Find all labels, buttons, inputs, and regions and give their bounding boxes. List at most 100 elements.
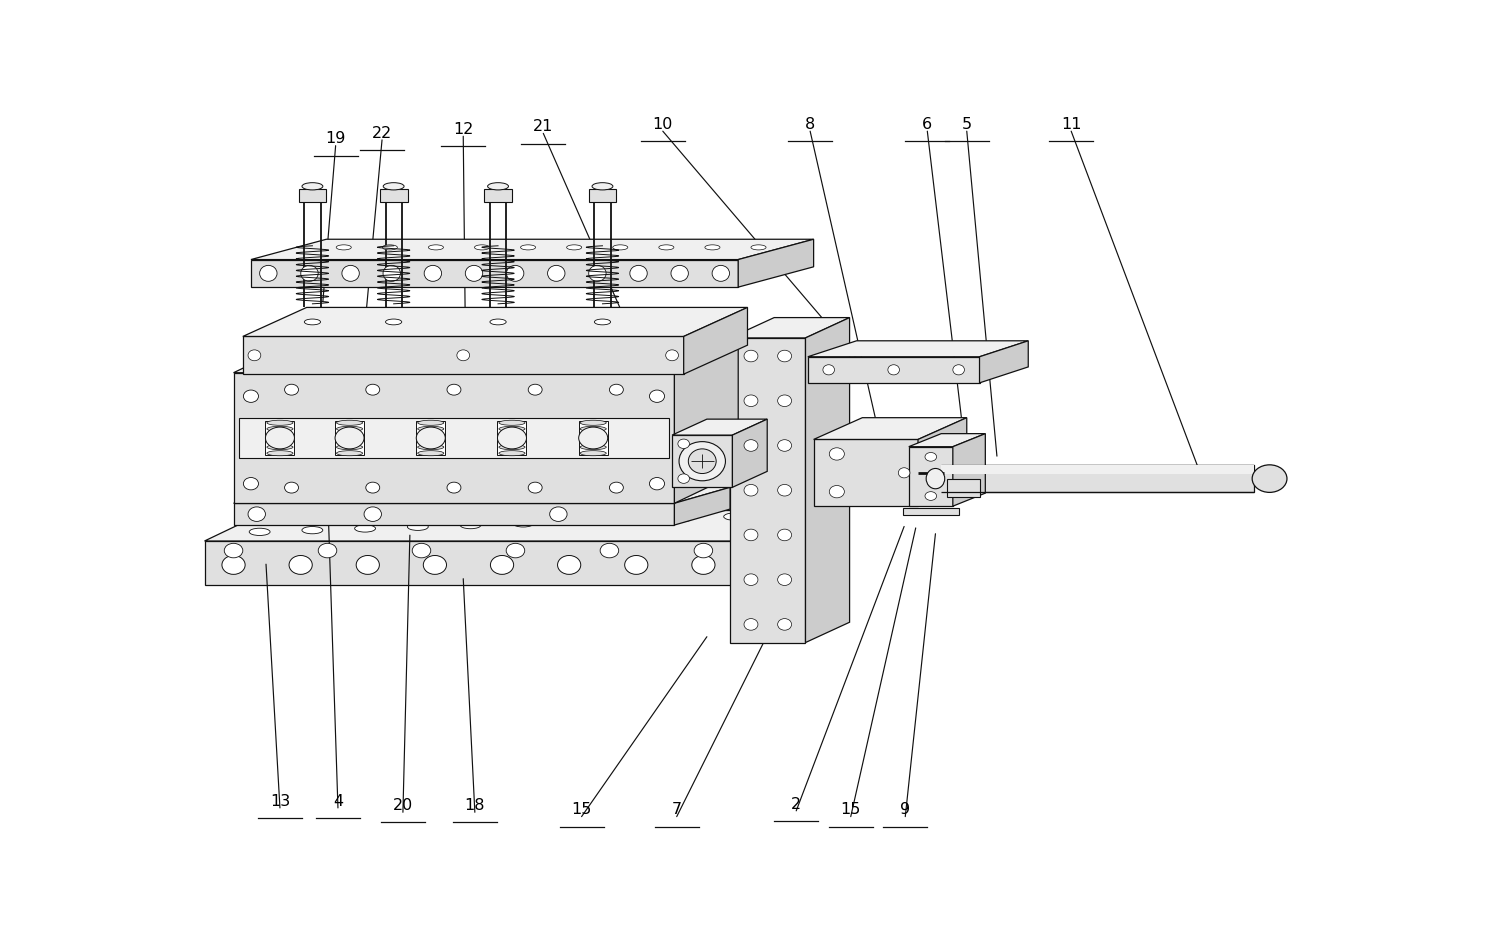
Polygon shape (588, 189, 617, 203)
Polygon shape (579, 420, 608, 455)
Ellipse shape (557, 556, 581, 575)
Ellipse shape (418, 420, 443, 425)
Ellipse shape (1251, 464, 1287, 493)
Ellipse shape (678, 474, 690, 483)
Polygon shape (942, 464, 1254, 493)
Ellipse shape (424, 266, 442, 282)
Ellipse shape (337, 432, 362, 437)
Ellipse shape (567, 245, 582, 250)
Ellipse shape (337, 445, 362, 449)
Ellipse shape (594, 319, 611, 325)
Text: 9: 9 (900, 803, 910, 818)
Ellipse shape (289, 556, 313, 575)
Ellipse shape (659, 245, 674, 250)
Ellipse shape (581, 450, 606, 456)
Ellipse shape (418, 445, 443, 449)
Ellipse shape (386, 319, 401, 325)
Text: 10: 10 (653, 117, 674, 132)
Ellipse shape (499, 420, 525, 425)
Ellipse shape (304, 319, 320, 325)
Ellipse shape (609, 482, 623, 493)
Polygon shape (416, 420, 445, 455)
Ellipse shape (337, 450, 362, 456)
Polygon shape (948, 479, 979, 496)
Ellipse shape (302, 183, 323, 190)
Polygon shape (205, 541, 738, 584)
Ellipse shape (266, 438, 293, 444)
Ellipse shape (579, 427, 608, 449)
Polygon shape (335, 420, 364, 455)
Text: 7: 7 (672, 803, 681, 818)
Ellipse shape (723, 513, 744, 520)
Ellipse shape (249, 349, 260, 361)
Ellipse shape (488, 183, 509, 190)
Ellipse shape (337, 245, 352, 250)
Ellipse shape (744, 440, 757, 451)
Polygon shape (205, 511, 802, 541)
Ellipse shape (448, 482, 461, 493)
Ellipse shape (829, 485, 844, 497)
Ellipse shape (244, 390, 259, 402)
Polygon shape (234, 487, 731, 503)
Polygon shape (903, 508, 958, 515)
Ellipse shape (497, 427, 527, 449)
Ellipse shape (418, 450, 443, 456)
Text: 21: 21 (533, 119, 554, 134)
Ellipse shape (612, 245, 627, 250)
Polygon shape (234, 342, 738, 373)
Text: 6: 6 (922, 117, 933, 132)
Ellipse shape (466, 266, 482, 282)
Text: 2: 2 (790, 797, 801, 812)
Polygon shape (675, 342, 738, 503)
Ellipse shape (418, 438, 443, 444)
Polygon shape (684, 307, 747, 374)
Ellipse shape (566, 518, 587, 526)
Ellipse shape (337, 427, 362, 431)
Text: 15: 15 (840, 803, 861, 818)
Ellipse shape (925, 452, 937, 462)
Ellipse shape (588, 266, 606, 282)
Ellipse shape (365, 482, 380, 493)
Text: 22: 22 (371, 125, 392, 140)
Text: 12: 12 (454, 122, 473, 137)
Ellipse shape (499, 438, 525, 444)
Ellipse shape (744, 529, 757, 541)
Text: 4: 4 (332, 794, 343, 808)
Ellipse shape (744, 395, 757, 407)
Ellipse shape (581, 438, 606, 444)
Polygon shape (805, 317, 850, 642)
Ellipse shape (506, 266, 524, 282)
Ellipse shape (671, 514, 692, 522)
Ellipse shape (777, 574, 792, 586)
Ellipse shape (925, 492, 937, 500)
Ellipse shape (249, 528, 269, 535)
Polygon shape (675, 487, 731, 525)
Polygon shape (731, 317, 850, 338)
Ellipse shape (591, 183, 612, 190)
Ellipse shape (777, 619, 792, 630)
Text: 15: 15 (572, 803, 591, 818)
Polygon shape (380, 189, 407, 203)
Text: 8: 8 (805, 117, 816, 132)
Ellipse shape (499, 450, 525, 456)
Ellipse shape (302, 527, 323, 534)
Ellipse shape (335, 427, 364, 449)
Ellipse shape (266, 427, 293, 431)
Ellipse shape (424, 556, 446, 575)
Ellipse shape (265, 427, 295, 449)
Ellipse shape (581, 432, 606, 437)
Text: 18: 18 (464, 798, 485, 813)
Polygon shape (808, 341, 1028, 357)
Polygon shape (731, 338, 805, 642)
Ellipse shape (666, 349, 678, 361)
Ellipse shape (954, 365, 964, 375)
Text: 13: 13 (269, 794, 290, 808)
Ellipse shape (284, 482, 298, 493)
Polygon shape (814, 439, 918, 506)
Ellipse shape (341, 266, 359, 282)
Ellipse shape (609, 384, 623, 395)
Ellipse shape (499, 427, 525, 431)
Polygon shape (738, 511, 802, 584)
Ellipse shape (355, 525, 376, 532)
Ellipse shape (680, 442, 726, 480)
